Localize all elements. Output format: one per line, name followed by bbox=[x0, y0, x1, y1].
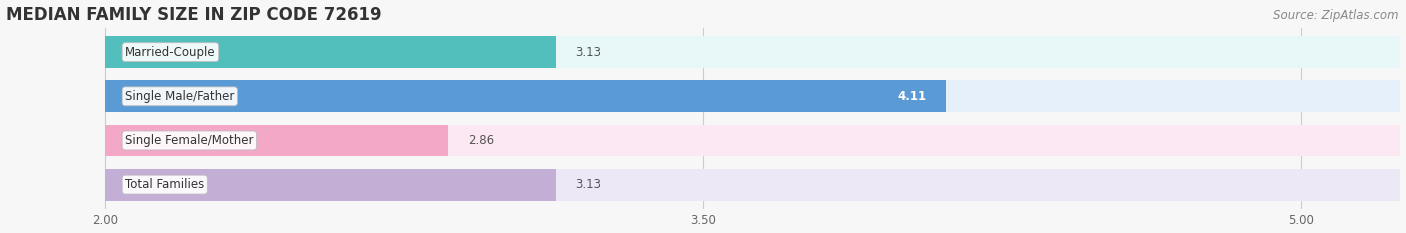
Text: Total Families: Total Families bbox=[125, 178, 204, 191]
Bar bbox=[105, 125, 1400, 156]
Text: 2.86: 2.86 bbox=[468, 134, 494, 147]
Text: Single Female/Mother: Single Female/Mother bbox=[125, 134, 253, 147]
Bar bbox=[105, 169, 1400, 201]
Bar bbox=[105, 169, 555, 201]
Bar bbox=[105, 36, 1400, 68]
Text: Married-Couple: Married-Couple bbox=[125, 46, 215, 59]
Text: Single Male/Father: Single Male/Father bbox=[125, 90, 235, 103]
Text: MEDIAN FAMILY SIZE IN ZIP CODE 72619: MEDIAN FAMILY SIZE IN ZIP CODE 72619 bbox=[6, 6, 381, 24]
Text: 3.13: 3.13 bbox=[575, 46, 602, 59]
Text: Source: ZipAtlas.com: Source: ZipAtlas.com bbox=[1274, 9, 1399, 22]
Text: 3.13: 3.13 bbox=[575, 178, 602, 191]
Bar bbox=[105, 80, 1400, 112]
Text: 4.11: 4.11 bbox=[897, 90, 927, 103]
Bar bbox=[105, 80, 946, 112]
Bar bbox=[105, 125, 449, 156]
Bar bbox=[105, 36, 555, 68]
